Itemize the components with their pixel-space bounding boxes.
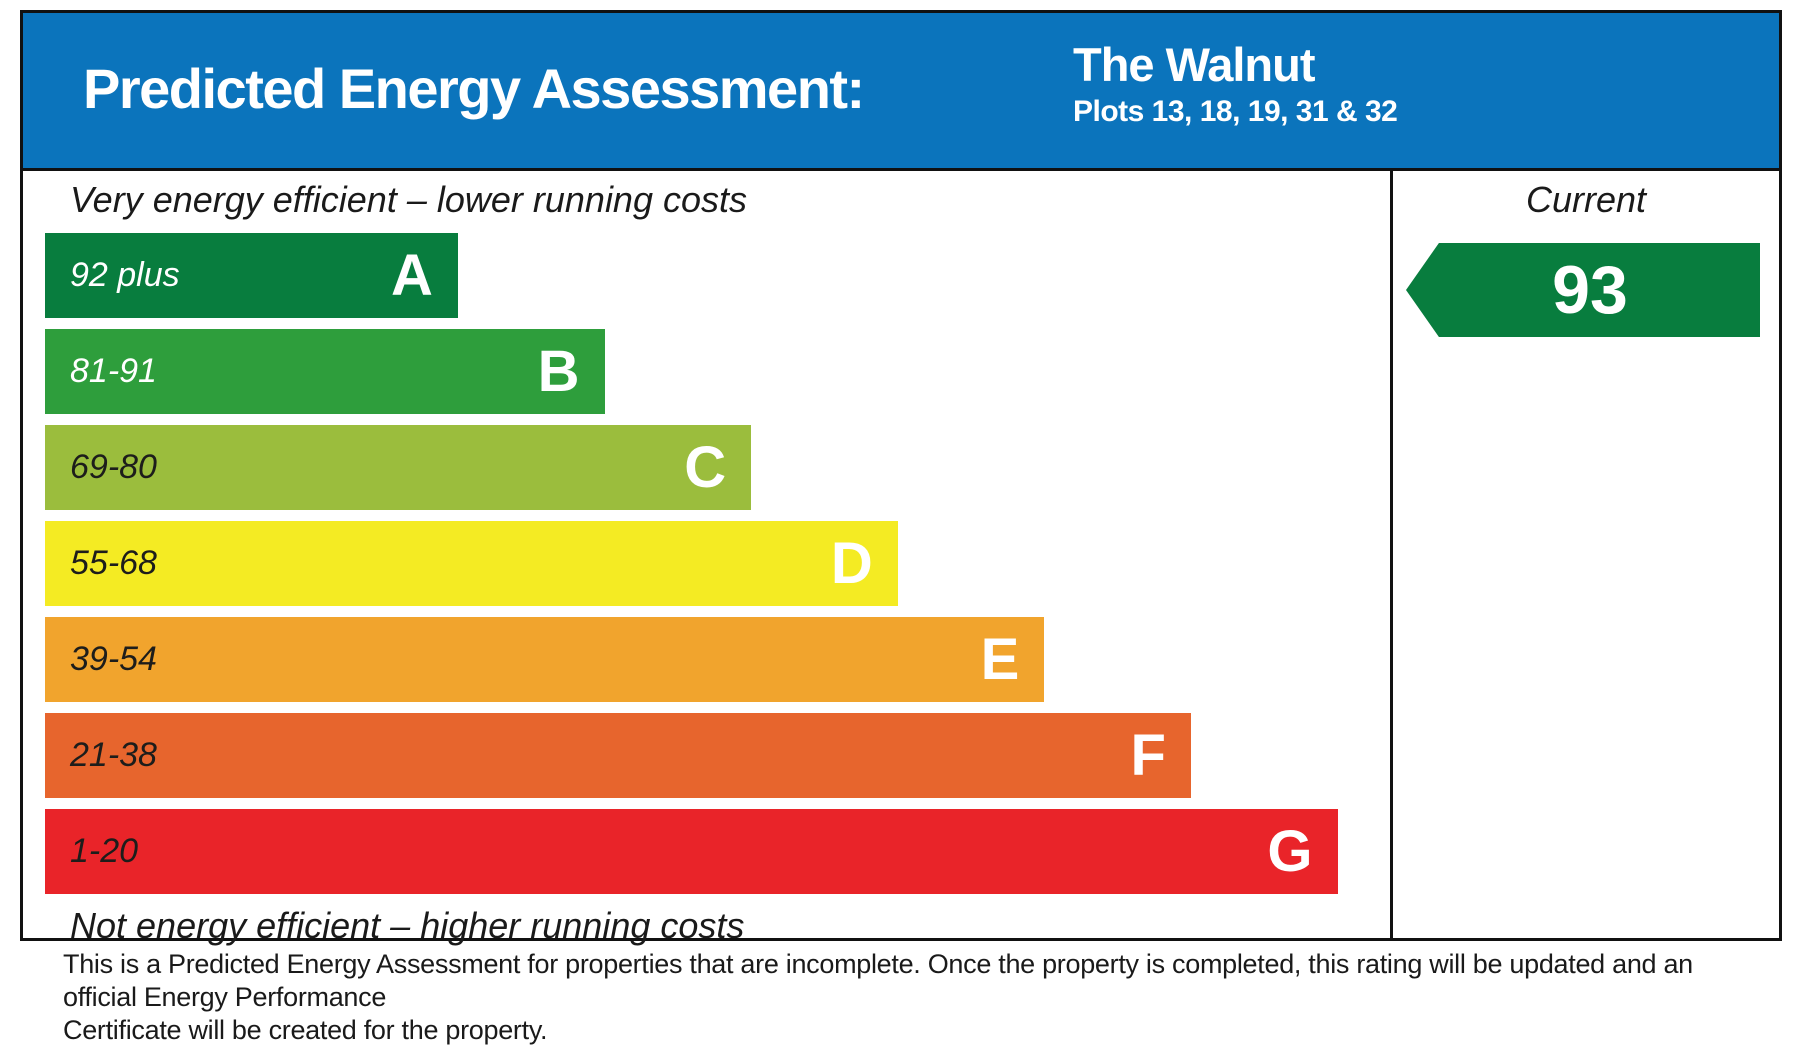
band-letter: A xyxy=(391,242,433,308)
rating-bands-list: 92 plus A 81-91 B 69-80 C 55-68 D 39-54 … xyxy=(45,233,1390,894)
band-letter: B xyxy=(537,338,580,404)
current-column-header: Current xyxy=(1525,179,1647,220)
disclaimer-text: This is a Predicted Energy Assessment fo… xyxy=(63,948,1773,1047)
property-info: The Walnut Plots 13, 18, 19, 31 & 32 xyxy=(1073,38,1398,129)
band-range-label: 1-20 xyxy=(70,832,139,870)
page-title: Predicted Energy Assessment: xyxy=(83,56,865,120)
band-row-a: 92 plus A xyxy=(45,233,458,318)
disclaimer-line-2: Certificate will be created for the prop… xyxy=(63,1014,548,1045)
top-efficiency-label: Very energy efficient – lower running co… xyxy=(70,179,748,220)
current-rating-column: Current 93 xyxy=(1390,171,1779,938)
band-row-g: 1-20 G xyxy=(45,809,1338,894)
band-letter: G xyxy=(1267,818,1313,884)
property-name: The Walnut xyxy=(1073,38,1316,91)
band-row-c: 69-80 C xyxy=(45,425,752,510)
disclaimer-line-1: This is a Predicted Energy Assessment fo… xyxy=(63,949,1693,1012)
band-letter: D xyxy=(830,530,873,596)
current-rating-value: 93 xyxy=(1552,252,1628,328)
bottom-efficiency-label: Not energy efficient – higher running co… xyxy=(70,905,745,946)
band-row-d: 55-68 D xyxy=(45,521,898,606)
band-range-label: 39-54 xyxy=(70,640,157,678)
band-range-label: 92 plus xyxy=(70,256,180,294)
band-row-e: 39-54 E xyxy=(45,617,1045,702)
certificate-header: Predicted Energy Assessment: The Walnut … xyxy=(23,13,1779,171)
current-rating-arrow: 93 xyxy=(1406,243,1760,337)
band-range-label: 21-38 xyxy=(70,736,157,774)
band-letter: F xyxy=(1130,722,1166,788)
band-row-b: 81-91 B xyxy=(45,329,605,414)
energy-assessment-certificate: Predicted Energy Assessment: The Walnut … xyxy=(20,10,1782,946)
band-row-f: 21-38 F xyxy=(45,713,1191,798)
property-plots: Plots 13, 18, 19, 31 & 32 xyxy=(1073,94,1398,128)
band-range-label: 55-68 xyxy=(70,544,157,582)
rating-bands-column: Very energy efficient – lower running co… xyxy=(23,171,1390,946)
band-letter: E xyxy=(980,626,1020,692)
band-range-label: 81-91 xyxy=(70,352,157,390)
band-range-label: 69-80 xyxy=(70,448,157,486)
rating-chart-area: Very energy efficient – lower running co… xyxy=(23,171,1779,946)
band-letter: C xyxy=(684,434,727,500)
